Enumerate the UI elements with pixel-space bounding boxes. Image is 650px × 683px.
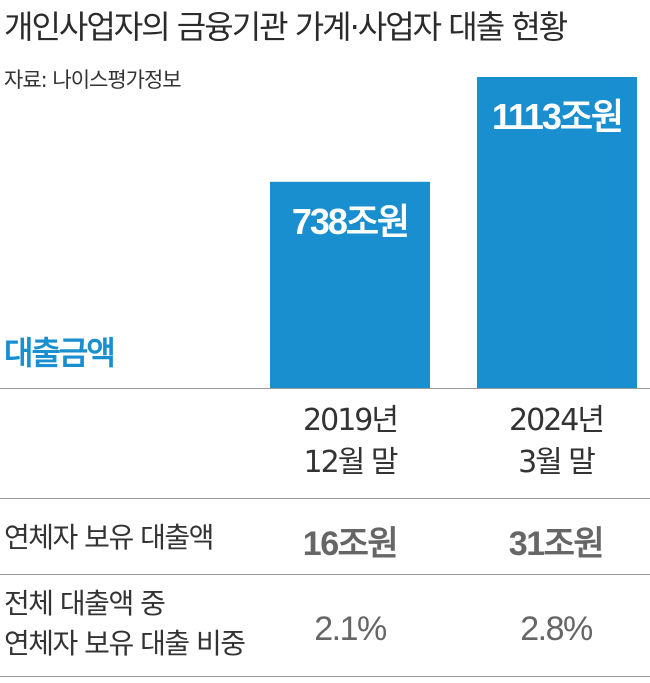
divider-bottom xyxy=(0,676,650,677)
period-1-month: 12월 말 xyxy=(303,445,399,480)
row-share-label-line2: 연체자 보유 대출 비중 xyxy=(4,627,246,660)
row-share-2024: 2.8% xyxy=(520,610,593,648)
period-2-year: 2024년 xyxy=(509,403,605,438)
bar-2-value-label: 1113조원 xyxy=(492,96,622,137)
row-overdue-loan-label: 연체자 보유 대출액 xyxy=(4,521,214,554)
bar-chart: 738조원 1113조원 xyxy=(270,77,637,388)
divider-middle xyxy=(0,498,650,499)
divider-lower xyxy=(0,574,650,575)
bar-1 xyxy=(270,181,430,388)
row-overdue-loan-2019: 16조원 xyxy=(302,525,399,563)
period-1-label: 2019년 12월 말 xyxy=(250,400,450,484)
period-1-year: 2019년 xyxy=(303,403,399,438)
period-2-label: 2024년 3월 말 xyxy=(456,400,650,484)
row-share-label-line1: 전체 대출액 중 xyxy=(4,587,166,620)
divider-top xyxy=(0,388,650,389)
row-share-label: 전체 대출액 중 연체자 보유 대출 비중 xyxy=(4,584,246,664)
row-share-2019: 2.1% xyxy=(314,610,387,648)
bar-1-value-label: 738조원 xyxy=(292,201,408,242)
series-label: 대출금액 xyxy=(4,334,116,372)
row-overdue-loan-2024: 31조원 xyxy=(508,525,605,563)
source-note: 자료: 나이스평가정보 xyxy=(4,68,182,92)
period-2-month: 3월 말 xyxy=(518,445,596,480)
bar-2 xyxy=(477,77,637,388)
chart-title: 개인사업자의 금융기관 가계·사업자 대출 현황 xyxy=(4,8,568,46)
